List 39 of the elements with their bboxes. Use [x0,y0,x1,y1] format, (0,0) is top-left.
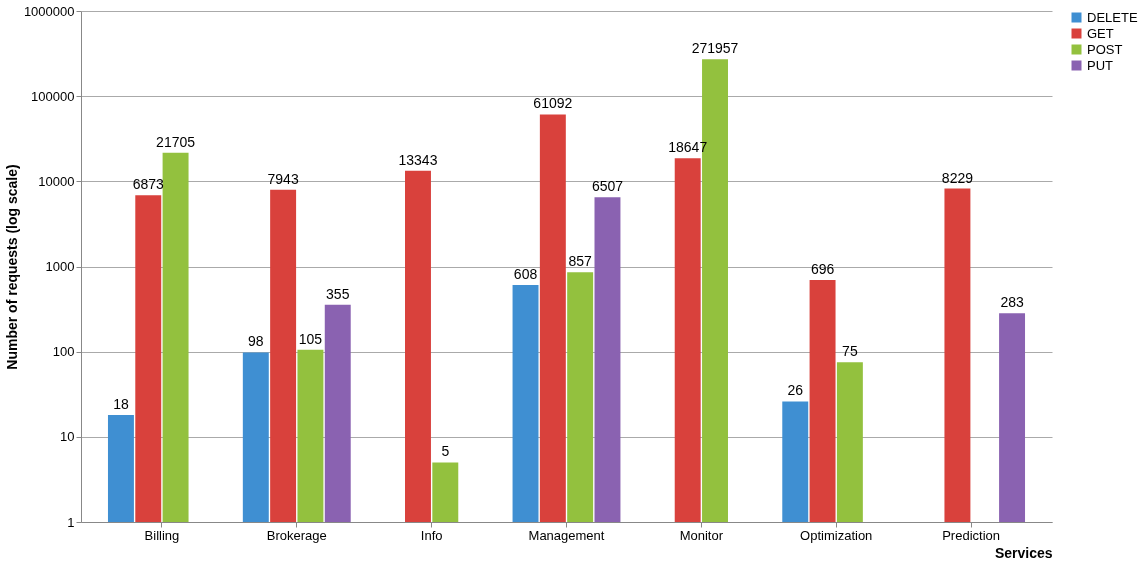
x-tick-label: Management [528,527,605,543]
data-label: 61092 [533,95,573,112]
x-tick-label: Monitor [679,527,724,543]
data-label: 5 [441,443,450,460]
legend-label: DELETE [1087,9,1138,25]
data-label: 21705 [156,133,196,150]
x-axis-title: Services [994,544,1053,561]
y-tick-label: 100000 [31,88,75,104]
x-tick-label: Info [420,527,443,543]
y-tick-label: 100 [52,344,75,360]
y-tick-label: 1 [67,514,75,530]
data-label: 105 [298,330,323,347]
legend-label: POST [1087,41,1123,57]
y-tick-label: 1000000 [23,3,75,19]
data-label: 7943 [267,170,299,187]
legend-label: PUT [1087,57,1114,73]
x-tick-label: Prediction [942,527,1000,543]
x-tick-label: Billing [144,527,180,543]
data-label: 18 [113,396,129,413]
data-label: 608 [513,265,538,282]
data-label: 696 [810,260,835,277]
data-label: 6873 [132,176,165,193]
data-label: 8229 [941,169,974,186]
data-label: 283 [1000,294,1024,311]
y-tick-label: 1000 [45,259,75,274]
data-label: 13343 [398,151,438,168]
data-label: 857 [568,253,593,270]
y-tick-label: 10 [60,429,75,445]
data-label: 26 [787,382,804,399]
y-axis-title: Number of requests (log scale) [3,164,20,370]
data-label: 271957 [691,40,739,57]
data-label: 355 [326,285,350,302]
data-label: 75 [842,343,858,360]
legend-label: GET [1087,25,1114,41]
x-tick-label: Optimization [800,527,873,543]
data-label: 98 [248,333,264,350]
y-tick-label: 10000 [38,173,75,189]
x-tick-label: Brokerage [266,527,327,543]
data-label: 6507 [591,178,624,195]
